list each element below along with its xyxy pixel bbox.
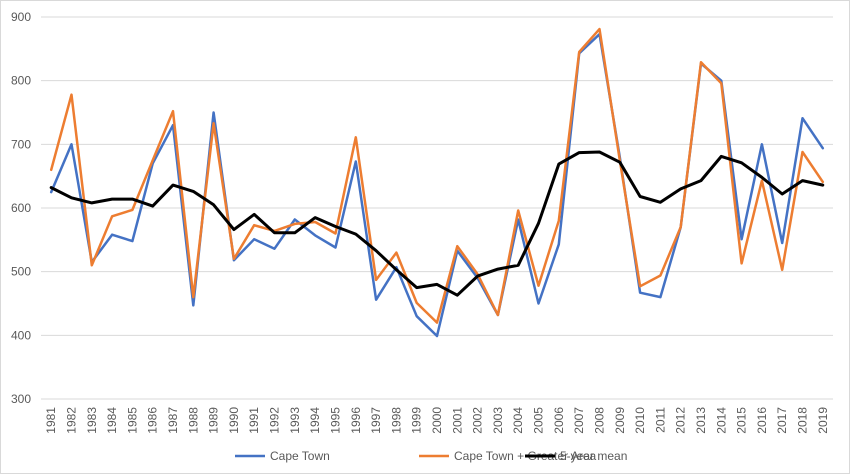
legend-label: 5-year mean xyxy=(560,449,627,463)
x-tick-label: 2010 xyxy=(633,407,647,434)
x-tick-label: 1982 xyxy=(64,407,78,434)
x-axis-tick-labels: 1981 1982 1983 1984 1985 1986 1987 1988 1989 1990… xyxy=(44,407,830,434)
x-tick-label: 2014 xyxy=(714,407,728,434)
x-tick-label: 2013 xyxy=(694,407,708,434)
x-tick-label: 1996 xyxy=(349,407,363,434)
series-line-1 xyxy=(49,32,825,338)
x-tick-label: 2011 xyxy=(653,407,667,433)
x-tick-label: 1981 xyxy=(44,407,58,434)
legend-label: Cape Town xyxy=(270,449,330,463)
x-tick-label: 2007 xyxy=(572,407,586,434)
legend: Cape Town Cape Town + Greater Area5-year … xyxy=(235,449,627,463)
y-tick-label: 900 xyxy=(11,10,31,24)
x-tick-label: 1997 xyxy=(369,407,383,434)
x-tick-label: 2000 xyxy=(430,407,444,434)
y-tick-label: 700 xyxy=(11,137,31,151)
x-tick-label: 1986 xyxy=(146,407,160,434)
x-tick-label: 1983 xyxy=(85,407,99,434)
y-axis-tick-labels: 300 400 500 600 700 800 900 xyxy=(11,10,31,406)
x-tick-label: 1993 xyxy=(288,407,302,434)
y-tick-label: 600 xyxy=(11,201,31,215)
grid-lines xyxy=(41,16,833,400)
x-tick-label: 1992 xyxy=(268,407,282,434)
x-tick-label: 1990 xyxy=(227,407,241,434)
x-tick-label: 2019 xyxy=(816,407,830,434)
x-tick-label: 2003 xyxy=(491,407,505,434)
x-tick-label: 2008 xyxy=(592,407,606,434)
x-tick-label: 2006 xyxy=(552,407,566,434)
x-tick-label: 2001 xyxy=(450,407,464,434)
x-tick-label: 2017 xyxy=(775,407,789,434)
y-tick-label: 400 xyxy=(11,328,31,342)
x-tick-label: 1994 xyxy=(308,407,322,434)
y-tick-label: 500 xyxy=(11,265,31,279)
x-tick-label: 2004 xyxy=(511,407,525,434)
x-tick-label: 1988 xyxy=(186,407,200,434)
x-tick-label: 2009 xyxy=(613,407,627,434)
x-tick-label: 2016 xyxy=(755,407,769,434)
x-tick-label: 1989 xyxy=(207,407,221,434)
x-tick-label: 2005 xyxy=(532,407,546,434)
x-tick-label: 1984 xyxy=(105,407,119,434)
series-lines xyxy=(49,27,825,338)
x-tick-label: 1991 xyxy=(247,407,261,434)
x-tick-label: 2015 xyxy=(735,407,749,434)
x-tick-label: 1985 xyxy=(125,407,139,434)
x-tick-label: 2012 xyxy=(674,407,688,434)
x-tick-label: 2018 xyxy=(796,407,810,434)
y-tick-label: 300 xyxy=(11,392,31,406)
x-tick-label: 1995 xyxy=(328,407,342,434)
x-tick-label: 2002 xyxy=(471,407,485,434)
x-tick-label: 1998 xyxy=(389,407,403,434)
series-line-2 xyxy=(49,27,825,324)
series-line-3 xyxy=(49,150,825,297)
x-tick-label: 1999 xyxy=(410,407,424,434)
x-tick-label: 1987 xyxy=(166,407,180,434)
y-tick-label: 800 xyxy=(11,74,31,88)
